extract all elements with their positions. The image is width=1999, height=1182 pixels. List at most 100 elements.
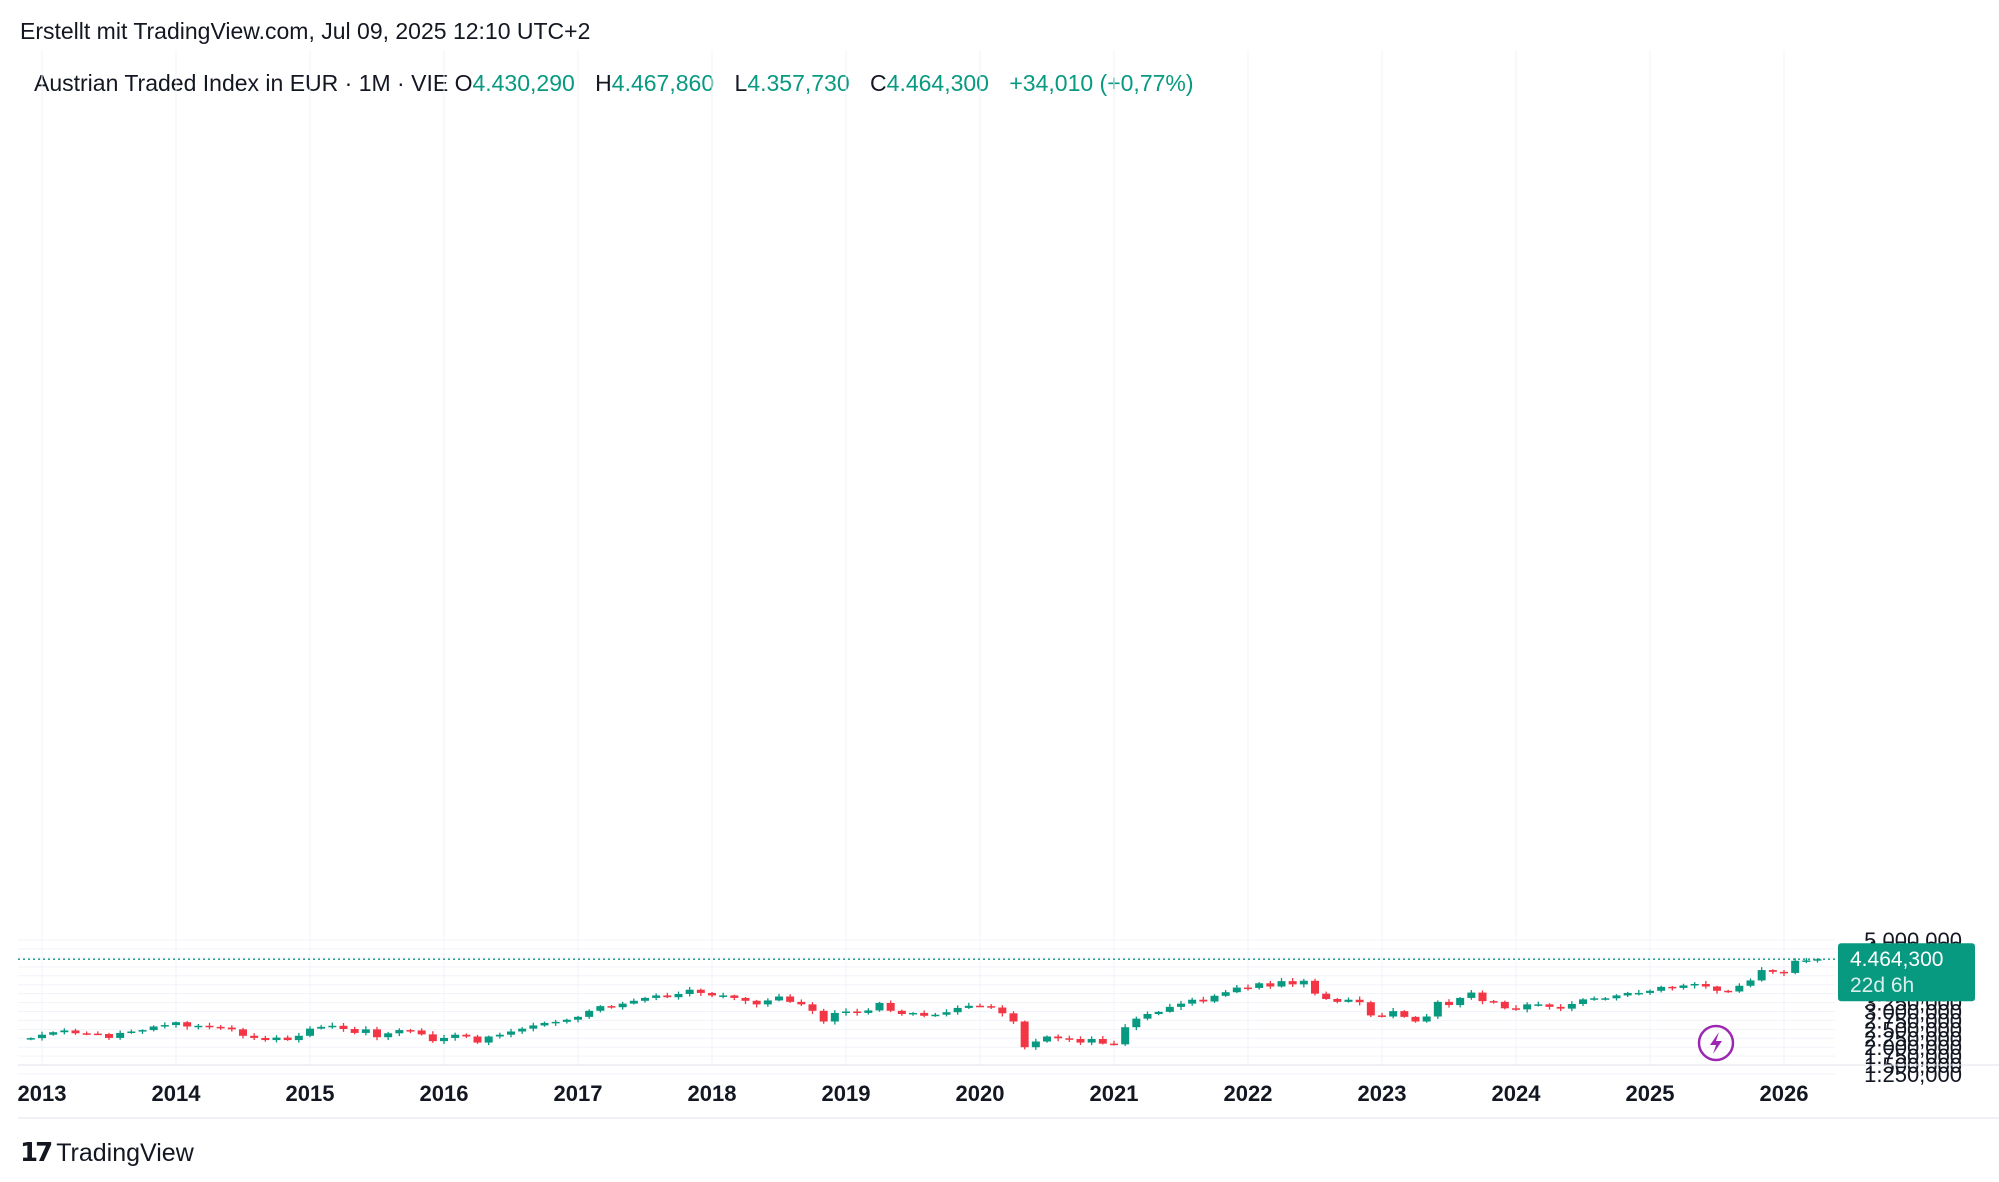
candle-body: [484, 1036, 493, 1043]
price-tick-label: 2.750,000: [1864, 1008, 1962, 1033]
candle-body: [708, 992, 716, 996]
candle-body: [105, 1034, 113, 1038]
candle-body: [1378, 1015, 1386, 1017]
candle-body: [1791, 960, 1800, 973]
candle-body: [953, 1007, 962, 1013]
candle-body: [1802, 960, 1811, 962]
candle-body: [205, 1025, 214, 1028]
candle-body: [819, 1010, 828, 1022]
candle-body: [473, 1036, 482, 1043]
high-label: H: [595, 70, 612, 96]
candle-body: [1020, 1021, 1029, 1048]
candle-body: [596, 1006, 605, 1011]
candle-body: [987, 1006, 996, 1008]
candle-body: [507, 1031, 515, 1035]
candle-body: [775, 996, 783, 1001]
candle-body: [1467, 992, 1476, 998]
candle-body: [93, 1033, 102, 1036]
high-value: 4.467,860: [611, 70, 715, 96]
candle-body: [440, 1037, 448, 1042]
candle-body: [1757, 970, 1766, 981]
candle-body: [1232, 987, 1241, 993]
time-tick-label: 2022: [1224, 1081, 1273, 1106]
candle-body: [194, 1025, 203, 1028]
candle-body: [373, 1029, 381, 1038]
candle-body: [1031, 1041, 1040, 1048]
candle-body: [384, 1033, 393, 1038]
candle-body: [1601, 998, 1610, 1000]
candle-body: [897, 1010, 906, 1014]
candle-body: [1210, 995, 1219, 1002]
candle-body: [1199, 999, 1208, 1002]
candle-body: [283, 1037, 292, 1041]
candle-body: [574, 1016, 582, 1020]
price-tick-label: 2.250,000: [1864, 1026, 1962, 1051]
symbol-label[interactable]: Austrian Traded Index in EUR · 1M · VIE: [34, 70, 449, 96]
price-tick-label: 3.000,000: [1864, 1000, 1962, 1025]
candle-body: [272, 1037, 281, 1041]
candle-body: [1344, 999, 1353, 1002]
candle-body: [1366, 1002, 1375, 1016]
candle-body: [842, 1011, 850, 1013]
candle-body: [853, 1011, 862, 1013]
candle-body: [339, 1025, 348, 1029]
candle-body: [641, 997, 649, 1001]
price-tick-label: 1.250,000: [1864, 1062, 1962, 1087]
candle-body: [1433, 1001, 1442, 1017]
candle-body: [1679, 985, 1688, 988]
candle-body: [1098, 1039, 1107, 1044]
candle-body: [317, 1026, 326, 1029]
candle-body: [1813, 959, 1822, 961]
price-tick-label: 2.500,000: [1864, 1017, 1962, 1042]
brand-footer[interactable]: 17 TradingView: [20, 1138, 194, 1168]
time-tick-label: 2026: [1760, 1081, 1809, 1106]
candle-body: [1623, 992, 1632, 996]
candle-body: [1400, 1011, 1409, 1017]
candle-body: [1523, 1004, 1532, 1010]
candle-body: [1545, 1004, 1554, 1007]
candle-body: [652, 995, 661, 998]
candle-body: [328, 1025, 337, 1028]
candle-body: [38, 1034, 46, 1039]
candle-body: [428, 1034, 437, 1042]
candle-body: [1512, 1008, 1520, 1010]
time-axis[interactable]: 2013 2014 2015 2016 2017 2018 2019 2020 2021 2022…: [18, 1064, 1999, 1119]
candle-body: [1657, 986, 1666, 991]
lightning-icon[interactable]: [1697, 1024, 1735, 1062]
candle-body: [696, 989, 705, 993]
candle-body: [82, 1033, 91, 1035]
candle-body: [361, 1029, 370, 1033]
candle-body: [909, 1012, 917, 1015]
last-price-tag-box: [1838, 943, 1975, 1002]
candle-body: [1110, 1043, 1118, 1046]
candle-body: [1322, 993, 1331, 999]
candle-body: [1076, 1039, 1085, 1043]
candle-body: [1389, 1011, 1398, 1017]
candle-body: [562, 1019, 571, 1022]
chart-caption: Erstellt mit TradingView.com, Jul 09, 20…: [20, 18, 591, 44]
candle-body: [1746, 980, 1755, 986]
candle-body: [1590, 998, 1599, 1000]
candle-body: [964, 1005, 973, 1008]
candle-body: [294, 1035, 303, 1041]
candle-body: [998, 1007, 1007, 1014]
candle-body: [495, 1034, 504, 1037]
candle-body: [1054, 1036, 1063, 1039]
candle-body: [685, 989, 694, 994]
candle-body: [864, 1010, 873, 1013]
candle-body: [1534, 1004, 1543, 1006]
candle-body: [183, 1022, 192, 1027]
candle-body: [719, 995, 728, 997]
candle-body: [830, 1012, 839, 1022]
candle-body: [1244, 987, 1252, 990]
candle-body: [1445, 1001, 1453, 1006]
candle-body: [60, 1030, 69, 1033]
candle-body: [1277, 981, 1286, 987]
candle-body: [663, 995, 672, 998]
time-tick-label: 2018: [688, 1081, 737, 1106]
candle-body: [417, 1030, 426, 1035]
candle-body: [306, 1028, 314, 1036]
candle-body: [26, 1038, 35, 1040]
candle-body: [227, 1027, 236, 1030]
